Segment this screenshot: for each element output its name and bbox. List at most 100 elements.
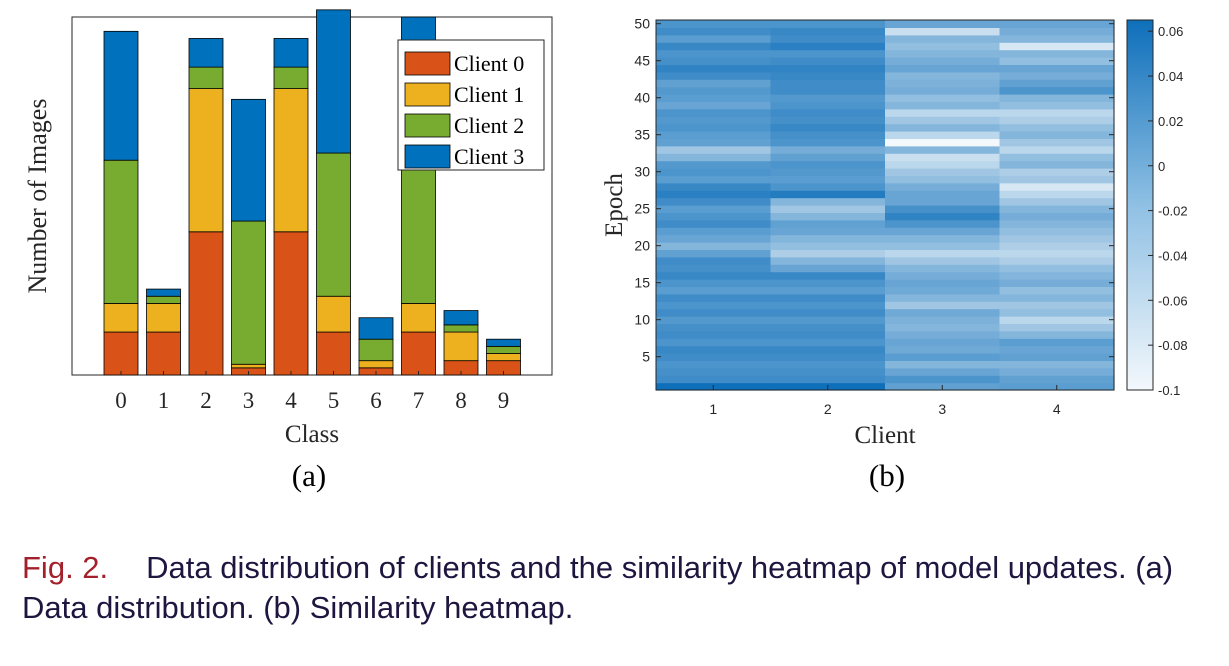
heat-cell-client-4-epoch-34 — [999, 138, 1115, 147]
heat-cell-client-2-epoch-10 — [770, 316, 886, 324]
heat-cell-client-4-epoch-16 — [999, 271, 1115, 280]
heat-cell-client-3-epoch-50 — [885, 20, 1001, 28]
heat-cell-client-4-epoch-25 — [999, 205, 1115, 213]
heat-cell-client-4-epoch-39 — [999, 101, 1115, 110]
heat-cell-client-2-epoch-28 — [770, 182, 886, 191]
heat-cell-client-4-epoch-33 — [999, 145, 1115, 154]
heat-cell-client-3-epoch-24 — [885, 212, 1001, 221]
heat-cell-client-4-epoch-18 — [999, 256, 1115, 265]
heat-cell-client-2-epoch-49 — [770, 27, 886, 36]
bar-class-4-client-2 — [273, 66, 309, 90]
heat-cell-client-2-epoch-5 — [770, 353, 886, 361]
bar-class-2-client-1 — [188, 88, 224, 233]
bar-class-6-client-1 — [358, 360, 394, 369]
heat-cell-client-2-epoch-11 — [770, 308, 886, 317]
legend-swatch-client-1 — [404, 82, 451, 107]
heat-cell-client-1-epoch-33 — [656, 145, 772, 154]
heat-cell-client-1-epoch-38 — [656, 108, 772, 117]
figure-caption: Fig. 2. Data distribution of clients and … — [22, 548, 1222, 628]
heat-cell-client-4-epoch-22 — [999, 227, 1115, 236]
heat-cell-client-3-epoch-17 — [885, 264, 1001, 273]
bar-class-8-client-2 — [443, 324, 479, 333]
heat-cell-client-3-epoch-30 — [885, 168, 1001, 176]
colorbar-tick-label-0.02: 0.02 — [1158, 114, 1183, 129]
heat-cell-client-2-epoch-46 — [770, 49, 886, 58]
heat-cell-client-2-epoch-43 — [770, 71, 886, 80]
heat-cell-client-1-epoch-22 — [656, 227, 772, 236]
heat-cell-client-4-epoch-23 — [999, 219, 1115, 228]
bar-class-7-client-2 — [401, 159, 436, 304]
bar-class-0-client-0 — [103, 331, 139, 376]
heat-cell-client-3-epoch-38 — [885, 108, 1001, 117]
heat-cell-client-1-epoch-45 — [656, 57, 772, 65]
heat-cell-client-1-epoch-40 — [656, 94, 772, 102]
heat-cell-client-1-epoch-49 — [656, 27, 772, 36]
heat-cell-client-2-epoch-7 — [770, 338, 886, 347]
bar-xtick-label-1: 1 — [158, 388, 170, 413]
heatmap-xtick-label-4: 4 — [1053, 401, 1061, 417]
heatmap-ytick-label-35: 35 — [634, 127, 650, 143]
heatmap-ytick-label-30: 30 — [634, 164, 650, 180]
heat-cell-client-3-epoch-26 — [885, 197, 1001, 206]
heat-cell-client-3-epoch-8 — [885, 330, 1001, 339]
bar-class-9-client-2 — [486, 345, 521, 354]
heat-cell-client-1-epoch-41 — [656, 86, 772, 95]
heat-cell-client-4-epoch-9 — [999, 323, 1115, 332]
heat-cell-client-2-epoch-35 — [770, 131, 886, 139]
heat-cell-client-4-epoch-30 — [999, 168, 1115, 176]
bar-class-1-client-0 — [146, 331, 181, 376]
heat-cell-client-2-epoch-8 — [770, 330, 886, 339]
bar-class-9-client-3 — [486, 338, 521, 347]
heat-cell-client-2-epoch-23 — [770, 219, 886, 228]
heat-cell-client-2-epoch-30 — [770, 168, 886, 176]
heat-cell-client-2-epoch-36 — [770, 123, 886, 132]
heat-cell-client-1-epoch-16 — [656, 271, 772, 280]
heat-cell-client-2-epoch-21 — [770, 234, 886, 243]
heat-cell-client-2-epoch-38 — [770, 108, 886, 117]
bar-class-0-client-1 — [103, 302, 139, 333]
heat-cell-client-4-epoch-47 — [999, 42, 1115, 51]
heat-cell-client-4-epoch-50 — [999, 20, 1115, 28]
heat-cell-client-3-epoch-48 — [885, 34, 1001, 43]
heat-cell-client-3-epoch-20 — [885, 242, 1001, 250]
heat-cell-client-4-epoch-12 — [999, 301, 1115, 310]
bar-class-8-client-1 — [443, 331, 479, 362]
heat-cell-client-4-epoch-8 — [999, 330, 1115, 339]
heat-cell-client-2-epoch-17 — [770, 264, 886, 273]
bar-class-4-client-1 — [273, 88, 309, 233]
heatmap-xlabel: Client — [854, 422, 915, 449]
heat-cell-client-4-epoch-5 — [999, 353, 1115, 361]
heatmap-ytick-label-20: 20 — [634, 238, 650, 254]
heat-cell-client-2-epoch-34 — [770, 138, 886, 147]
heat-cell-client-1-epoch-34 — [656, 138, 772, 147]
heat-cell-client-1-epoch-28 — [656, 182, 772, 191]
heat-cell-client-1-epoch-31 — [656, 160, 772, 169]
bar-class-3-client-1 — [231, 363, 266, 369]
heat-cell-client-4-epoch-11 — [999, 308, 1115, 317]
bar-xtick-label-3: 3 — [243, 388, 255, 413]
heat-cell-client-3-epoch-14 — [885, 286, 1001, 295]
heat-cell-client-2-epoch-39 — [770, 101, 886, 110]
heat-cell-client-4-epoch-19 — [999, 249, 1115, 258]
heat-cell-client-1-epoch-9 — [656, 323, 772, 332]
heat-cell-client-3-epoch-6 — [885, 345, 1001, 354]
heat-cell-client-2-epoch-16 — [770, 271, 886, 280]
heat-cell-client-1-epoch-19 — [656, 249, 772, 258]
bar-xtick-label-5: 5 — [328, 388, 340, 413]
heat-cell-client-4-epoch-24 — [999, 212, 1115, 221]
heat-cell-client-1-epoch-20 — [656, 242, 772, 250]
heat-cell-client-2-epoch-33 — [770, 145, 886, 154]
heatmap-ytick-label-40: 40 — [634, 90, 650, 106]
bar-class-5-client-0 — [316, 331, 351, 376]
heat-cell-client-3-epoch-43 — [885, 71, 1001, 80]
heat-cell-client-3-epoch-45 — [885, 57, 1001, 65]
heat-cell-client-3-epoch-2 — [885, 375, 1001, 384]
heat-cell-client-1-epoch-25 — [656, 205, 772, 213]
heat-cell-client-4-epoch-26 — [999, 197, 1115, 206]
heat-cell-client-2-epoch-44 — [770, 64, 886, 73]
heat-cell-client-4-epoch-4 — [999, 360, 1115, 369]
heat-cell-client-4-epoch-40 — [999, 94, 1115, 102]
bar-xtick-label-7: 7 — [413, 388, 425, 413]
bar-class-9-client-1 — [486, 353, 521, 362]
heat-cell-client-4-epoch-20 — [999, 242, 1115, 250]
